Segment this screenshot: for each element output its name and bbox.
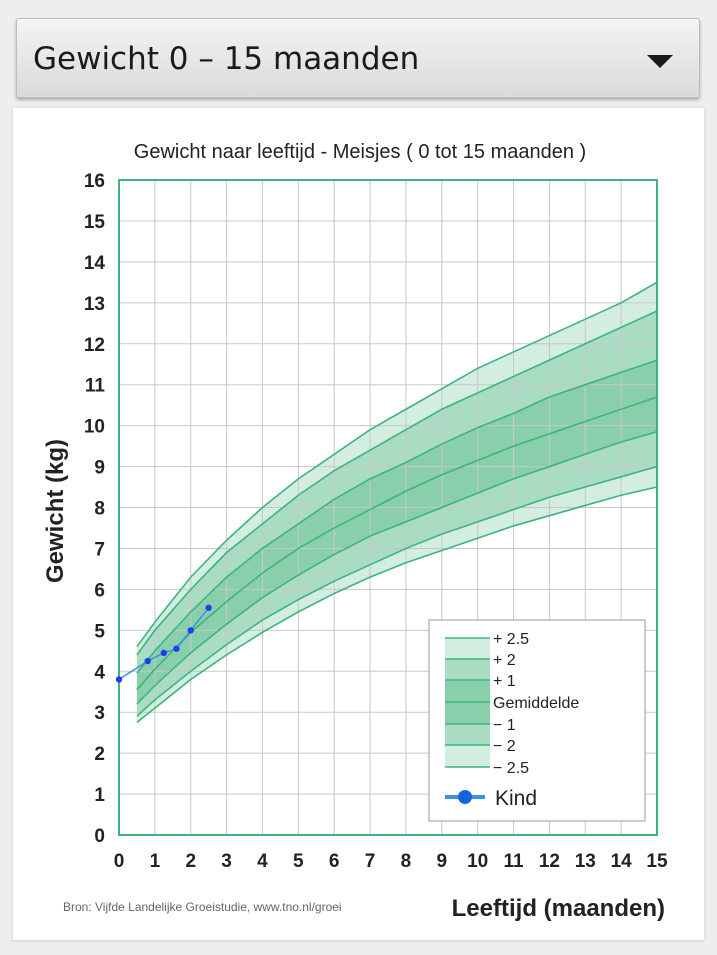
x-axis-label: Leeftijd (maanden)	[452, 895, 665, 922]
y-tick-label: 14	[84, 253, 106, 274]
child-point	[144, 657, 151, 665]
legend-child-label: Kind	[495, 787, 537, 810]
band-plus-1	[136, 360, 657, 690]
child-series	[115, 604, 212, 683]
y-tick-label: 4	[94, 662, 105, 683]
percentile-line	[136, 310, 658, 656]
legend-label: + 2.5	[493, 631, 529, 648]
y-tick-label: 1	[94, 785, 105, 806]
y-tick-label: 11	[85, 376, 106, 397]
x-tick-label: 0	[114, 851, 125, 872]
legend-swatch	[445, 724, 490, 745]
source-note: Bron: Vijfde Landelijke Groeistudie, www…	[63, 900, 342, 914]
legend-label: Gemiddelde	[493, 695, 579, 712]
child-point	[173, 645, 180, 652]
percentile-line	[136, 430, 658, 705]
x-tick-label: 2	[185, 851, 196, 872]
legend-label: + 2	[493, 652, 516, 669]
percentile-lines	[136, 281, 658, 724]
percentile-line	[136, 465, 658, 717]
band-minus-2.5	[136, 466, 657, 723]
legend-label: − 2	[493, 738, 516, 755]
legend-swatch	[445, 702, 490, 724]
child-point	[160, 649, 168, 657]
chevron-down-icon[interactable]	[647, 55, 673, 68]
child-point	[205, 604, 212, 611]
child-point	[187, 627, 194, 634]
y-tick-label: 8	[94, 499, 105, 520]
y-tick-label: 5	[94, 621, 105, 642]
band-minus-2	[136, 431, 657, 717]
y-tick-label: 10	[84, 417, 105, 438]
child-line	[118, 607, 210, 681]
legend-swatch	[445, 638, 490, 659]
x-tick-label: 10	[467, 851, 488, 872]
legend-label: − 1	[493, 717, 516, 734]
x-tick-label: 6	[329, 851, 340, 872]
percentile-line	[136, 359, 658, 674]
y-tick-label: 15	[84, 212, 106, 233]
plot-frame	[118, 179, 658, 836]
chart-panel: 0 1 2 3 4 5 6 7 8 9 10 11 12 13 14 15 0 1 2 3 4 5 6 7 8 9 10 11 12 1…	[13, 108, 704, 940]
y-tick-label: 7	[94, 539, 105, 560]
x-tick-label: 14	[611, 851, 633, 872]
y-tick-label: 13	[84, 294, 105, 315]
x-tick-label: 1	[150, 851, 161, 872]
growth-chart: 0 1 2 3 4 5 6 7 8 9 10 11 12 13 14 15 01234567891011121…	[42, 141, 668, 922]
x-tick-label: 5	[293, 851, 304, 872]
legend-label: + 1	[493, 673, 516, 690]
band-plus-2	[136, 311, 657, 674]
chart-selector-dropdown[interactable]: Gewicht 0 – 15 maanden	[16, 18, 700, 98]
y-tick-label: 6	[94, 580, 105, 601]
x-tick-label: 9	[437, 851, 448, 872]
legend-swatch	[445, 680, 490, 702]
y-tick-label: 3	[94, 703, 105, 724]
percentile-line	[136, 281, 658, 648]
legend-label: − 2.5	[493, 760, 529, 777]
y-axis-label: Gewicht (kg)	[42, 439, 69, 583]
x-tick-label: 11	[503, 851, 524, 872]
y-tick-label: 2	[94, 744, 105, 765]
x-tick-label: 3	[221, 851, 232, 872]
y-tick-label: 0	[94, 826, 105, 847]
y-tick-label: 12	[84, 335, 105, 356]
legend-swatch	[445, 745, 490, 767]
x-tick-label: 7	[365, 851, 376, 872]
x-tick-label: 15	[646, 851, 668, 872]
dropdown-selected-value: Gewicht 0 – 15 maanden	[33, 41, 420, 77]
x-tick-label: 12	[539, 851, 560, 872]
x-tick-label: 4	[257, 851, 268, 872]
x-tick-label: 13	[575, 851, 596, 872]
percentile-line	[136, 486, 658, 724]
band-plus-2.5	[136, 282, 657, 655]
y-tick-label: 9	[94, 458, 105, 479]
percentile-line	[136, 396, 658, 691]
legend-swatch	[445, 659, 490, 680]
y-tick-label: 16	[84, 171, 105, 192]
chart-title: Gewicht naar leeftijd - Meisjes ( 0 tot …	[134, 141, 586, 163]
x-tick-label: 8	[401, 851, 412, 872]
legend-child-marker	[458, 790, 472, 804]
legend: + 2.5 + 2 + 1 Gemiddelde − 1 − 2 − 2.5 Kind	[428, 619, 646, 822]
x-tick-labels: 0 1 2 3 4 5 6 7 8 9 10 11 12 13 14 15	[114, 851, 668, 872]
child-point	[115, 676, 123, 683]
